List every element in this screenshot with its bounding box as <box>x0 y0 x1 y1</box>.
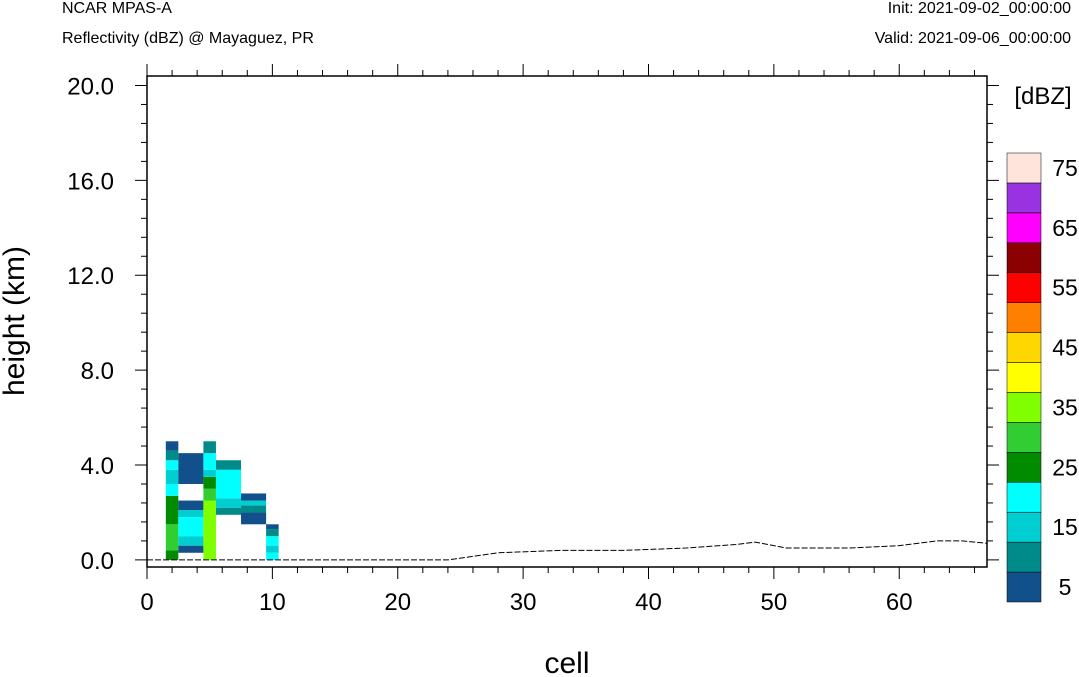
colorbar-swatch <box>1006 212 1042 244</box>
model-name: NCAR MPAS-A <box>62 0 172 17</box>
y-tick-label: 12.0 <box>67 263 114 290</box>
colorbar-tick-label: 25 <box>1052 454 1078 480</box>
reflectivity-cell <box>241 512 267 525</box>
colorbar-label: [dBZ] <box>1014 83 1071 110</box>
colorbar-swatch <box>1006 541 1042 573</box>
colorbar-tick-label: 65 <box>1052 215 1078 241</box>
colorbar-swatch <box>1006 571 1042 603</box>
reflectivity-cell <box>203 476 216 489</box>
reflectivity-cell <box>165 460 179 470</box>
reflectivity-cell <box>165 495 179 525</box>
colorbar-tick-label: 55 <box>1052 275 1078 301</box>
x-tick-label: 20 <box>384 589 411 616</box>
y-tick-label: 0.0 <box>81 548 114 575</box>
reflectivity-cell <box>215 507 242 515</box>
colorbar-swatch <box>1006 332 1042 363</box>
colorbar-swatch <box>1006 422 1042 453</box>
reflectivity-cell <box>241 505 267 513</box>
reflectivity-cell <box>178 517 204 537</box>
reflectivity-cells <box>165 441 279 560</box>
colorbar-swatch <box>1006 392 1042 423</box>
colorbar-swatch <box>1006 511 1042 543</box>
reflectivity-cell <box>178 536 204 546</box>
reflectivity-cell <box>241 500 267 506</box>
reflectivity-cell <box>203 453 216 470</box>
y-tick-label: 8.0 <box>81 358 114 385</box>
reflectivity-cell <box>178 500 204 511</box>
colorbar-swatch <box>1006 362 1042 393</box>
colorbar-tick-label: 5 <box>1059 574 1072 600</box>
reflectivity-cell <box>178 510 204 518</box>
reflectivity-cell <box>165 483 179 496</box>
reflectivity-cell <box>203 488 216 501</box>
colorbar-swatch <box>1006 152 1042 184</box>
reflectivity-cell <box>266 529 279 537</box>
y-tick-label: 4.0 <box>81 453 114 480</box>
reflectivity-cell <box>178 545 204 553</box>
x-tick-label: 50 <box>761 589 788 616</box>
x-axis-label: cell <box>544 647 589 677</box>
terrain-line <box>147 540 988 561</box>
plot-frame <box>146 75 988 568</box>
reflectivity-cell <box>203 441 216 454</box>
x-tick-label: 60 <box>886 589 913 616</box>
reflectivity-cell <box>241 493 267 501</box>
reflectivity-cell <box>203 469 216 477</box>
colorbar-swatch <box>1006 302 1042 333</box>
reflectivity-cell <box>165 469 179 484</box>
y-axis: 0.0 4.0 8.0 12.0 16.0 20.0 <box>67 73 999 575</box>
init-time: Init: 2021-09-02_00:00:00 <box>887 0 1071 17</box>
colorbar-tick-label: 35 <box>1052 394 1078 420</box>
x-tick-label: 10 <box>259 589 286 616</box>
x-axis: 0 10 20 30 40 50 60 <box>140 64 975 616</box>
colorbar-tick-label: 45 <box>1052 335 1078 361</box>
valid-time: Valid: 2021-09-06_00:00:00 <box>874 30 1071 47</box>
reflectivity-cell <box>178 453 204 484</box>
reflectivity-cell <box>266 545 279 553</box>
y-axis-label: height (km) <box>0 246 31 396</box>
colorbar-tick-label: 75 <box>1052 155 1078 181</box>
colorbar-swatch <box>1006 452 1042 483</box>
y-tick-label: 16.0 <box>67 168 114 195</box>
colorbar-tick-label: 15 <box>1052 514 1078 540</box>
colorbar-swatch <box>1006 482 1042 513</box>
y-tick-label: 20.0 <box>67 73 114 100</box>
terrain-line <box>147 540 988 561</box>
colorbar: 5 15 25 35 45 55 65 75 <box>1006 152 1078 603</box>
plot-border <box>146 75 988 568</box>
colorbar-swatch <box>1006 182 1042 214</box>
x-tick-label: 30 <box>510 589 537 616</box>
colorbar-swatch <box>1006 272 1042 303</box>
reflectivity-cell <box>266 552 279 560</box>
plot-subtitle: Reflectivity (dBZ) @ Mayaguez, PR <box>62 30 314 47</box>
x-tick-label: 0 <box>140 589 153 616</box>
reflectivity-cell <box>266 536 279 546</box>
reflectivity-cell <box>165 450 179 461</box>
reflectivity-cell <box>266 524 279 530</box>
reflectivity-cell <box>165 441 179 451</box>
reflectivity-cell <box>203 500 216 560</box>
reflectivity-cell <box>165 524 179 551</box>
reflectivity-cell <box>215 460 242 470</box>
reflectivity-cell <box>165 550 179 560</box>
colorbar-swatch <box>1006 242 1042 273</box>
reflectivity-cell <box>215 498 242 508</box>
reflectivity-cell <box>215 469 242 499</box>
x-tick-label: 40 <box>635 589 662 616</box>
